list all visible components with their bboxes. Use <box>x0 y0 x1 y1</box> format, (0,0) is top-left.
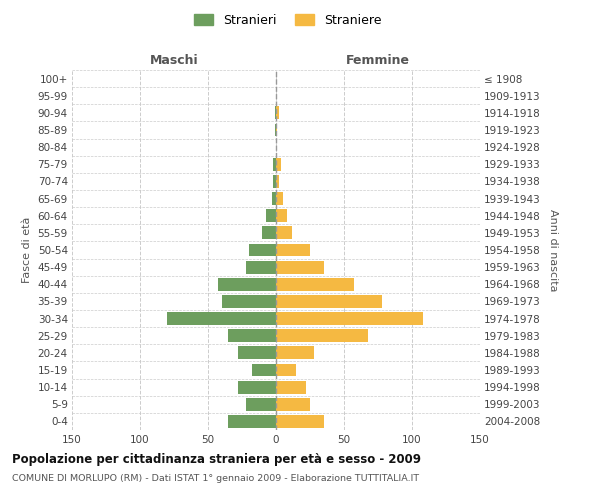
Bar <box>276 380 306 394</box>
Bar <box>229 330 276 342</box>
Bar <box>276 210 287 222</box>
Bar <box>272 192 276 205</box>
Y-axis label: Fasce di età: Fasce di età <box>22 217 32 283</box>
Bar <box>251 364 276 376</box>
Bar <box>276 398 310 410</box>
Bar <box>246 260 276 274</box>
Y-axis label: Anni di nascita: Anni di nascita <box>548 209 557 291</box>
Bar <box>276 244 310 256</box>
Bar <box>276 192 283 205</box>
Bar <box>275 106 276 120</box>
Bar <box>276 106 279 120</box>
Bar <box>276 260 323 274</box>
Bar <box>276 364 296 376</box>
Bar <box>266 210 276 222</box>
Bar <box>276 158 281 170</box>
Text: Femmine: Femmine <box>346 54 410 68</box>
Bar <box>246 398 276 410</box>
Bar <box>276 226 292 239</box>
Bar <box>276 330 368 342</box>
Bar <box>276 124 277 136</box>
Bar <box>249 244 276 256</box>
Text: COMUNE DI MORLUPO (RM) - Dati ISTAT 1° gennaio 2009 - Elaborazione TUTTITALIA.IT: COMUNE DI MORLUPO (RM) - Dati ISTAT 1° g… <box>12 474 419 483</box>
Bar <box>276 295 382 308</box>
Bar <box>262 226 276 239</box>
Bar <box>229 415 276 428</box>
Bar <box>273 158 276 170</box>
Bar <box>276 175 279 188</box>
Bar <box>221 295 276 308</box>
Text: Popolazione per cittadinanza straniera per età e sesso - 2009: Popolazione per cittadinanza straniera p… <box>12 452 421 466</box>
Bar <box>238 380 276 394</box>
Bar <box>275 124 276 136</box>
Bar <box>276 415 323 428</box>
Bar <box>273 175 276 188</box>
Text: Maschi: Maschi <box>149 54 199 68</box>
Bar <box>238 346 276 360</box>
Bar <box>167 312 276 325</box>
Bar <box>276 312 423 325</box>
Bar <box>276 278 353 290</box>
Legend: Stranieri, Straniere: Stranieri, Straniere <box>190 8 386 32</box>
Bar <box>218 278 276 290</box>
Bar <box>276 346 314 360</box>
